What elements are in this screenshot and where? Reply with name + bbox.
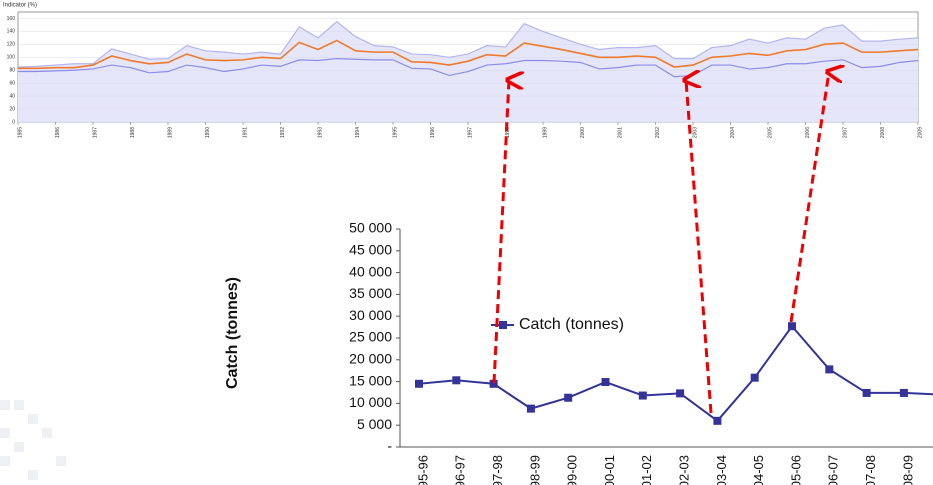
x-tick-label: 2003	[692, 127, 698, 138]
x-tick-label: 2000	[580, 127, 586, 138]
x-tick-label: 96-97	[453, 455, 468, 485]
y-tick-label: 100	[7, 55, 16, 61]
y-tick-label: 40	[9, 93, 15, 99]
y-axis-title: Catch (tonnes)	[224, 277, 241, 389]
x-tick-label: 1988	[130, 127, 136, 138]
x-tick-label: 08-09	[900, 455, 915, 485]
y-tick-label: 80	[9, 68, 15, 74]
x-tick-label: 05-06	[788, 455, 803, 485]
x-tick-label: 98-99	[527, 455, 542, 485]
marker	[415, 379, 423, 388]
x-tick-label: 2008	[880, 127, 886, 138]
x-tick-label: 1993	[317, 127, 323, 138]
y-tick-label: 5 000	[357, 416, 392, 432]
series-line	[18, 57, 919, 78]
x-tick-label: 95-96	[415, 455, 430, 485]
y-tick-label: 50 000	[349, 220, 392, 236]
series-line	[17, 20, 919, 68]
x-tick-label: 1997	[467, 127, 473, 138]
y-axis-title: Indicator (%)	[3, 3, 37, 9]
marker	[564, 393, 573, 402]
x-tick-label: 07-08	[863, 455, 878, 485]
x-tick-label: 02-03	[677, 455, 692, 485]
x-tick-label: 1991	[242, 127, 248, 138]
marker	[713, 416, 722, 425]
series-line	[18, 39, 919, 70]
x-tick-label: 1987	[92, 127, 98, 138]
y-tick-label: 25 000	[349, 329, 392, 345]
y-tick-label: 30 000	[349, 307, 392, 323]
x-tick-label: 00-01	[602, 455, 617, 485]
legend-marker	[499, 321, 507, 329]
x-tick-label: 01-02	[639, 455, 654, 485]
x-tick-label: 1992	[280, 127, 286, 138]
marker	[788, 322, 796, 331]
x-tick-label: 1990	[205, 127, 211, 138]
x-tick-label: 2002	[655, 127, 661, 138]
x-tick-label: 99-00	[565, 455, 580, 485]
y-tick-label: 45 000	[349, 242, 392, 258]
x-tick-label: 04-05	[751, 455, 766, 485]
x-tick-label: 1998	[505, 127, 511, 138]
x-tick-label: 1989	[167, 127, 173, 138]
x-tick-label: 2006	[805, 127, 811, 138]
y-tick-label: 40 000	[349, 263, 392, 279]
y-tick-label: 10 000	[349, 394, 392, 410]
marker	[526, 404, 535, 413]
marker	[676, 389, 685, 398]
link-arrow	[686, 80, 713, 414]
x-tick-label: 03-04	[714, 455, 729, 485]
y-tick-label: 15 000	[349, 372, 392, 388]
x-tick-label: 06-07	[826, 455, 841, 485]
marker	[452, 376, 461, 385]
x-tick-label: 2005	[767, 127, 773, 138]
marker	[825, 365, 834, 374]
y-tick-label: 20	[9, 106, 15, 112]
decoration	[0, 400, 66, 480]
link-arrow	[492, 80, 509, 384]
marker	[750, 373, 759, 382]
marker	[601, 378, 610, 387]
marker	[899, 388, 908, 397]
y-tick-label: -	[387, 438, 392, 454]
x-tick-label: 2004	[730, 127, 736, 138]
x-tick-label: 1994	[355, 127, 361, 138]
x-tick-label: 1996	[430, 127, 436, 138]
x-tick-label: 1986	[55, 127, 61, 138]
y-tick-label: 35 000	[349, 285, 392, 301]
x-tick-label: 1999	[542, 127, 548, 138]
marker	[489, 379, 498, 388]
y-tick-label: 140	[7, 29, 16, 35]
y-tick-label: 160	[7, 16, 16, 22]
x-tick-label: 2007	[842, 127, 848, 138]
x-tick-label: 2001	[617, 127, 623, 138]
y-tick-label: 60	[9, 81, 15, 87]
link-arrow	[789, 72, 829, 323]
y-tick-label: 20 000	[349, 351, 392, 367]
legend-label: Catch (tonnes)	[519, 316, 624, 333]
x-tick-label: 1985	[17, 127, 23, 138]
x-tick-label: 97-98	[490, 455, 505, 485]
y-tick-label: 0	[12, 119, 15, 125]
x-tick-label: 1995	[392, 127, 398, 138]
x-tick-label: 2009	[917, 127, 923, 138]
y-tick-label: 120	[7, 42, 16, 48]
marker	[638, 391, 647, 400]
marker	[862, 388, 871, 397]
